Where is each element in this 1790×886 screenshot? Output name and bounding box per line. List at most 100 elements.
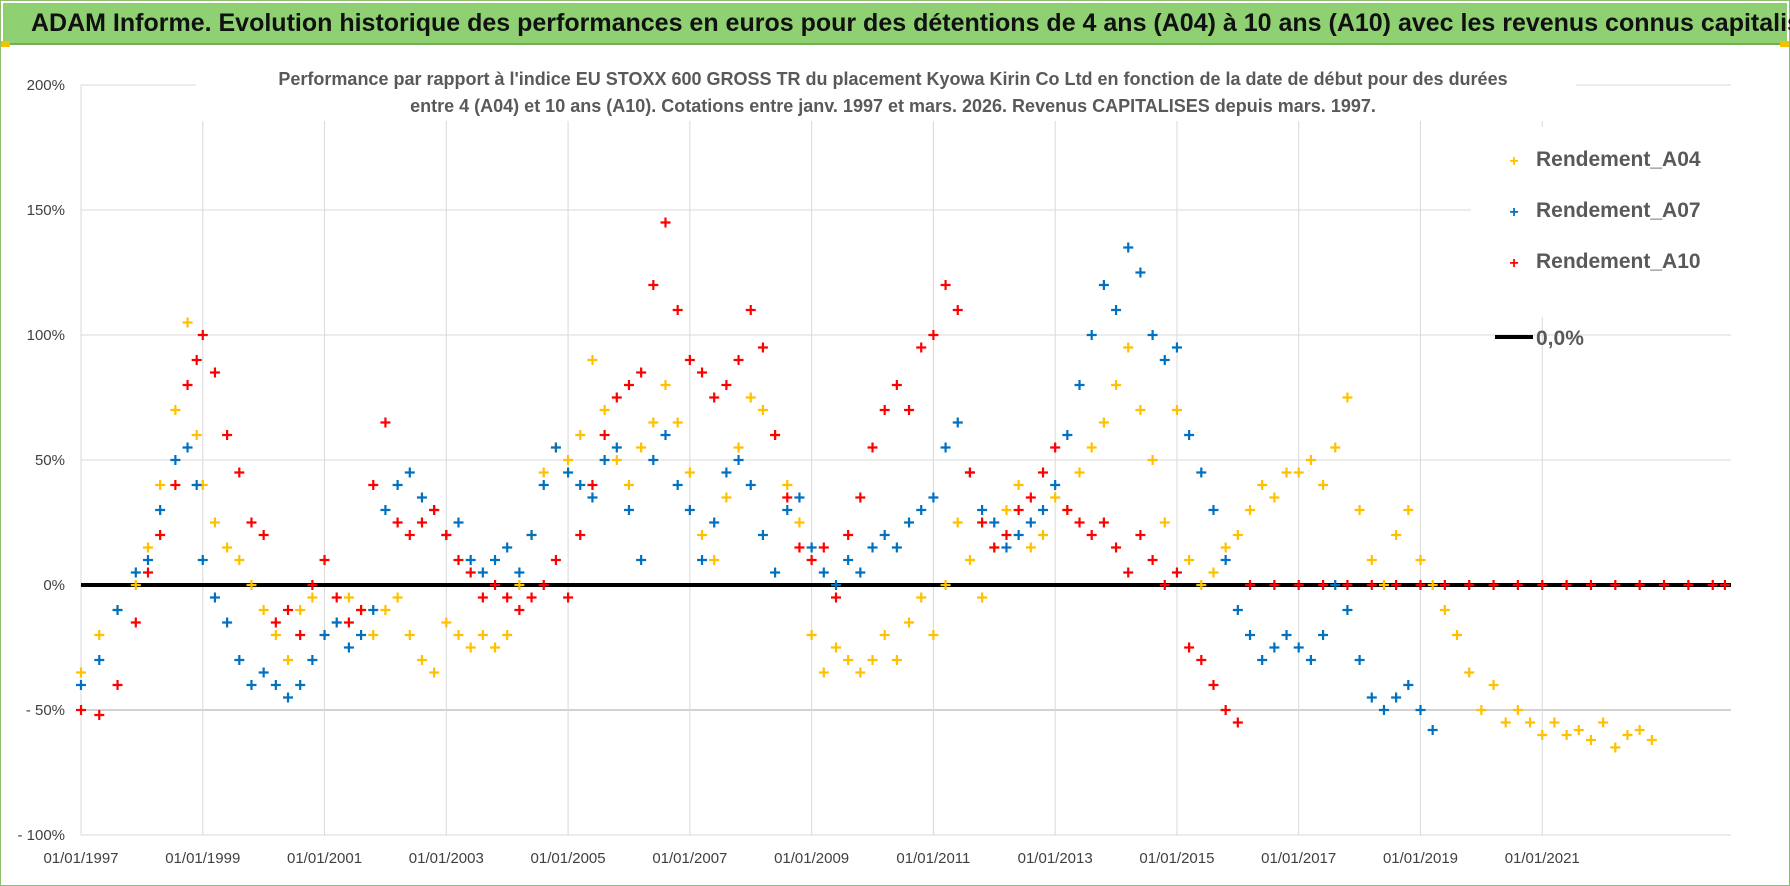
data-point bbox=[307, 580, 318, 590]
data-point bbox=[611, 455, 622, 465]
data-point bbox=[319, 555, 330, 565]
data-point bbox=[514, 567, 525, 578]
data-point bbox=[155, 530, 166, 540]
data-point bbox=[818, 667, 829, 678]
data-point bbox=[1135, 267, 1146, 278]
data-point bbox=[295, 680, 306, 690]
data-point bbox=[1561, 580, 1572, 590]
data-point bbox=[1001, 530, 1012, 540]
data-point bbox=[1318, 580, 1329, 590]
data-point bbox=[818, 567, 829, 578]
data-point bbox=[76, 667, 86, 678]
data-point bbox=[1610, 742, 1621, 753]
data-point bbox=[1634, 725, 1645, 735]
data-point bbox=[1342, 392, 1353, 403]
data-point bbox=[1037, 467, 1048, 478]
data-point bbox=[1208, 680, 1219, 690]
data-point bbox=[940, 280, 951, 290]
legend-label-zero: 0,0% bbox=[1536, 327, 1584, 350]
data-point bbox=[1342, 580, 1353, 590]
data-point bbox=[599, 405, 610, 415]
data-point bbox=[977, 592, 988, 603]
x-tick-label: 01/01/2021 bbox=[1505, 850, 1580, 867]
data-point bbox=[684, 355, 695, 365]
data-point bbox=[441, 617, 452, 628]
data-point bbox=[380, 417, 391, 428]
data-point bbox=[1318, 630, 1329, 640]
data-point bbox=[1269, 492, 1280, 503]
data-point bbox=[1220, 705, 1231, 715]
data-point bbox=[1037, 505, 1048, 515]
data-point bbox=[1378, 705, 1389, 715]
data-point bbox=[142, 567, 153, 578]
data-point bbox=[1452, 630, 1463, 640]
data-point bbox=[623, 480, 634, 490]
data-point bbox=[1220, 555, 1231, 565]
x-tick-label: 01/01/2013 bbox=[1018, 850, 1093, 867]
data-point bbox=[1561, 730, 1572, 740]
data-point bbox=[1512, 580, 1523, 590]
data-point bbox=[806, 542, 817, 553]
data-point bbox=[368, 605, 379, 615]
data-point bbox=[1427, 580, 1438, 590]
data-point bbox=[1512, 705, 1523, 715]
report-title: ADAM Informe. Evolution historique des p… bbox=[31, 9, 1790, 37]
banner-corner-right bbox=[1780, 41, 1789, 47]
data-point bbox=[429, 505, 440, 515]
data-point bbox=[1719, 580, 1730, 590]
data-point bbox=[1025, 492, 1036, 503]
data-point bbox=[283, 655, 294, 665]
data-point bbox=[526, 592, 537, 603]
data-point bbox=[794, 517, 805, 528]
data-point bbox=[1135, 405, 1146, 415]
data-point bbox=[636, 367, 647, 378]
data-point bbox=[514, 580, 525, 590]
data-point bbox=[1111, 542, 1122, 553]
data-point bbox=[130, 617, 141, 628]
data-point bbox=[940, 442, 951, 453]
chart-title-line1: Performance par rapport à l'indice EU ST… bbox=[278, 69, 1507, 89]
data-point bbox=[368, 480, 379, 490]
y-tick-label: - 50% bbox=[26, 702, 65, 719]
data-point bbox=[465, 567, 476, 578]
data-point bbox=[1050, 492, 1061, 503]
data-point bbox=[112, 605, 123, 615]
data-point bbox=[1184, 430, 1195, 440]
data-point bbox=[307, 655, 318, 665]
data-point bbox=[1293, 580, 1304, 590]
data-point bbox=[1245, 580, 1255, 590]
data-point bbox=[1391, 530, 1402, 540]
data-point bbox=[977, 505, 988, 515]
data-point bbox=[1366, 692, 1377, 703]
data-point bbox=[1610, 580, 1621, 590]
data-point bbox=[1537, 730, 1548, 740]
data-point bbox=[191, 480, 202, 490]
banner-corner-left bbox=[1, 41, 10, 47]
x-tick-label: 01/01/2003 bbox=[409, 850, 484, 867]
data-point bbox=[1257, 655, 1268, 665]
legend-label-a04: Rendement_A04 bbox=[1536, 148, 1701, 171]
data-point bbox=[867, 655, 878, 665]
data-point bbox=[1111, 305, 1122, 315]
data-point bbox=[916, 592, 927, 603]
data-point bbox=[1196, 580, 1207, 590]
data-point bbox=[1354, 505, 1365, 515]
data-point bbox=[550, 555, 561, 565]
data-point bbox=[867, 542, 878, 553]
data-point bbox=[234, 655, 245, 665]
data-point bbox=[867, 442, 878, 453]
data-point bbox=[343, 592, 354, 603]
data-point bbox=[1585, 735, 1596, 745]
data-point bbox=[611, 392, 622, 403]
data-point bbox=[1366, 580, 1377, 590]
x-tick-label: 01/01/2005 bbox=[531, 850, 606, 867]
data-point bbox=[1330, 442, 1341, 453]
data-point bbox=[429, 667, 440, 678]
data-point bbox=[76, 705, 86, 715]
data-point bbox=[818, 542, 829, 553]
data-point bbox=[636, 555, 647, 565]
data-point bbox=[170, 405, 181, 415]
data-point bbox=[246, 517, 257, 528]
data-point bbox=[1123, 567, 1134, 578]
data-point bbox=[1147, 555, 1158, 565]
